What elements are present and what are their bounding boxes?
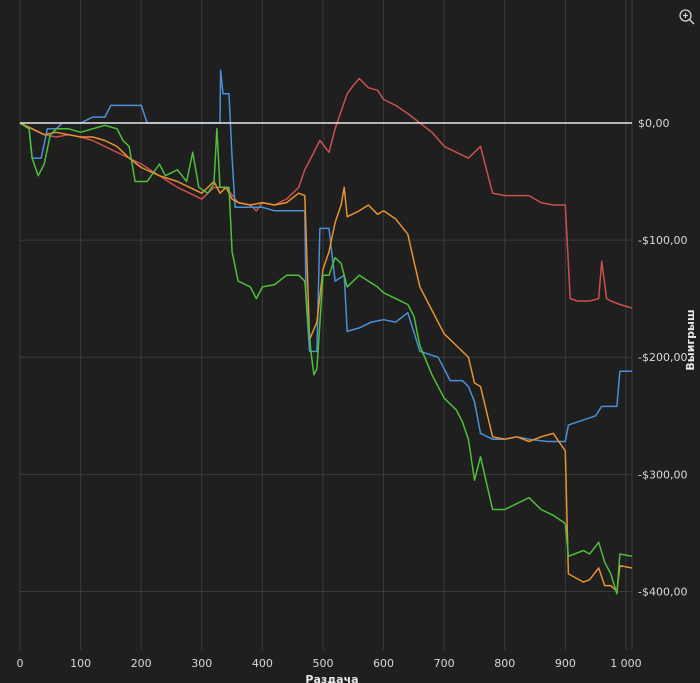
x-tick-label: 200 [131, 657, 152, 670]
x-tick-label: 100 [70, 657, 91, 670]
y-axis-ticks: $0,00 -$100,00 -$200,00 -$300,00 -$400,00 [638, 117, 687, 598]
y-tick-label: $0,00 [638, 117, 670, 130]
y-tick-label: -$100,00 [638, 234, 687, 247]
x-tick-label: 800 [494, 657, 515, 670]
chart-series [19, 69, 633, 595]
x-axis-ticks: 0 100 200 300 400 500 600 700 800 900 1 000 [17, 657, 642, 670]
y-tick-label: -$300,00 [638, 468, 687, 481]
series-line-3 [19, 122, 633, 593]
x-tick-label: 600 [373, 657, 394, 670]
x-tick-label: 1 000 [610, 657, 642, 670]
x-axis-label: Раздача [305, 673, 358, 683]
series-line-1 [19, 77, 633, 309]
x-tick-label: 0 [17, 657, 24, 670]
x-tick-label: 900 [555, 657, 576, 670]
y-tick-label: -$400,00 [638, 585, 687, 598]
x-tick-label: 700 [434, 657, 455, 670]
series-line-2 [19, 69, 632, 443]
x-tick-label: 400 [252, 657, 273, 670]
x-tick-label: 500 [312, 657, 333, 670]
series-line-4 [19, 122, 633, 595]
x-tick-label: 300 [191, 657, 212, 670]
zoom-in-icon[interactable] [678, 8, 696, 26]
chart-grid [19, 0, 633, 650]
y-tick-label: -$200,00 [638, 351, 687, 364]
y-axis-label: Выигрыш [684, 309, 697, 370]
